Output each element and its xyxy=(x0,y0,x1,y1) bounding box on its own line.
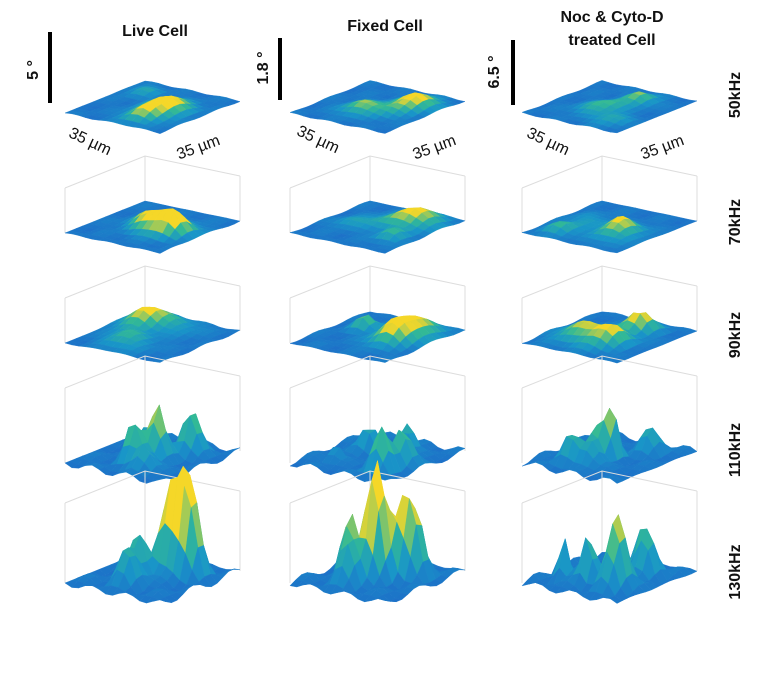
scale-label: 1.8 ° xyxy=(255,51,272,84)
row-label: 110kHz xyxy=(727,423,744,477)
axis-box xyxy=(64,155,241,189)
column-title: Fixed Cell xyxy=(347,18,423,35)
axis-box xyxy=(521,470,698,504)
surface-patch xyxy=(378,598,391,602)
axis-label: 35 µm xyxy=(639,132,687,163)
axis-box xyxy=(521,155,698,189)
axis-label: 35 µm xyxy=(175,132,223,163)
column-title: Noc & Cyto-D xyxy=(560,9,663,26)
row-label: 130kHz xyxy=(727,544,744,599)
surface-patch xyxy=(152,248,167,254)
axis-box xyxy=(64,355,241,389)
surface-patch xyxy=(609,476,624,484)
axis-box xyxy=(289,470,466,504)
surface-patch xyxy=(377,248,392,254)
axis-box xyxy=(289,355,466,389)
axis-box xyxy=(521,355,698,389)
axis-label: 35 µm xyxy=(411,132,459,163)
column-title: Live Cell xyxy=(122,23,188,40)
surface-patch xyxy=(377,129,392,134)
scale-label: 5 ° xyxy=(25,60,42,80)
axis-box xyxy=(521,265,698,299)
surface-patch xyxy=(401,423,415,435)
column-title: treated Cell xyxy=(568,32,655,49)
axis-box xyxy=(64,265,241,299)
axis-box xyxy=(64,470,241,504)
axis-label: 35 µm xyxy=(294,123,342,157)
surface-patch xyxy=(153,478,166,482)
surface-plots xyxy=(64,80,698,604)
surface-patch xyxy=(609,357,624,364)
axis-label: 35 µm xyxy=(524,125,572,159)
surface-patch xyxy=(610,598,624,604)
row-label: 50kHz xyxy=(727,72,744,118)
axis-box xyxy=(289,155,466,189)
axis-box xyxy=(289,265,466,299)
row-label: 90kHz xyxy=(727,312,744,358)
surface-patch xyxy=(609,129,624,134)
axis-label: 35 µm xyxy=(66,125,114,159)
surface-patch xyxy=(153,599,166,602)
surface-patch xyxy=(377,476,392,481)
scale-label: 6.5 ° xyxy=(486,55,503,88)
surface-patch xyxy=(152,128,167,134)
row-label: 70kHz xyxy=(727,199,744,245)
surface-patch xyxy=(609,248,624,254)
